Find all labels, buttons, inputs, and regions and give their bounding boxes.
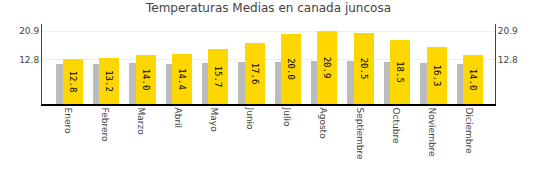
svg-text:Abril: Abril [173,108,183,129]
svg-text:Mayo: Mayo [209,108,219,133]
svg-text:20.9: 20.9 [19,26,39,36]
svg-text:15.7: 15.7 [213,66,223,88]
svg-text:12.8: 12.8 [19,55,39,65]
svg-text:16.3: 16.3 [432,65,442,87]
svg-text:14.4: 14.4 [177,68,187,90]
svg-text:20.9: 20.9 [322,57,332,79]
svg-text:18.5: 18.5 [395,61,405,83]
svg-text:12.8: 12.8 [498,55,518,65]
svg-text:12.8: 12.8 [68,71,78,93]
svg-text:13.2: 13.2 [104,70,114,92]
svg-text:Febrero: Febrero [100,108,110,142]
svg-text:Temperaturas Medias en canada: Temperaturas Medias en canada juncosa [145,1,391,15]
svg-text:Noviembre: Noviembre [427,108,437,158]
svg-text:Septiembre: Septiembre [355,108,365,161]
svg-text:17.6: 17.6 [250,63,260,85]
svg-text:Diciembre: Diciembre [464,108,474,154]
svg-text:14.0: 14.0 [141,69,151,91]
svg-text:Enero: Enero [63,108,73,134]
svg-text:Julio: Julio [282,107,292,127]
svg-text:Agosto: Agosto [318,108,328,140]
svg-text:20.9: 20.9 [498,26,518,36]
svg-text:14.0: 14.0 [468,69,478,91]
svg-text:Octubre: Octubre [391,108,401,144]
svg-text:20.0: 20.0 [286,58,296,80]
svg-text:Junio: Junio [245,107,255,131]
svg-text:Marzo: Marzo [136,108,146,136]
svg-text:20.5: 20.5 [359,58,369,80]
